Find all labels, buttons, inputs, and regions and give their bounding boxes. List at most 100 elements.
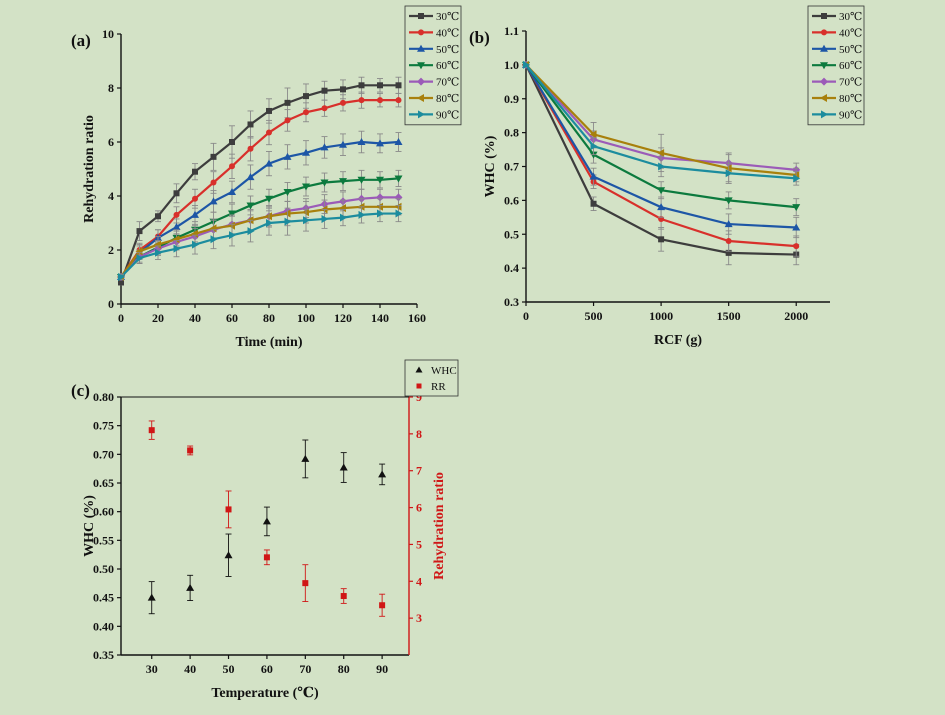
legend-item: 70℃	[409, 77, 459, 89]
chart-panel-1: 0 20 40 60 80 100 120 140 160 0 2 4 6 8 10 Time (min) Re…	[71, 5, 462, 350]
series-90℃	[523, 60, 801, 186]
data-point	[658, 162, 666, 171]
x-tick-label: 60	[226, 311, 238, 325]
y2-tick-label: 6	[416, 501, 422, 515]
legend-marker	[821, 13, 827, 19]
data-point	[192, 240, 199, 249]
data-point	[229, 231, 236, 240]
legend-label: 60℃	[436, 60, 459, 72]
x-tick-label: 60	[261, 662, 273, 676]
y-tick-label: 0.8	[504, 126, 519, 140]
y-tick-label: 0.3	[504, 295, 519, 309]
data-point	[358, 210, 366, 219]
y2-tick-label: 3	[416, 611, 422, 625]
data-point	[247, 121, 254, 128]
legend-label: 80℃	[839, 93, 862, 105]
data-point	[357, 176, 366, 184]
y-tick-label: 0.45	[93, 591, 114, 605]
legend-item: 60℃	[812, 60, 862, 72]
y-tick-label: 10	[102, 27, 114, 41]
data-point	[284, 217, 292, 226]
legend-marker	[820, 94, 827, 102]
data-point	[395, 209, 403, 218]
data-point	[155, 213, 161, 220]
data-point	[657, 187, 666, 195]
x-tick-label: 40	[184, 662, 196, 676]
legend-label: RR	[431, 381, 446, 393]
data-point	[186, 583, 195, 591]
y-tick-label: 6	[108, 135, 114, 149]
data-point	[283, 152, 292, 160]
chart-panel-2: 0 500 1000 1500 2000 0.3 0.4 0.5 0.6 0.7 0.8 0.9 1.0…	[469, 5, 865, 348]
data-point	[154, 240, 161, 249]
x-tick-label: 90	[376, 662, 388, 676]
data-point	[377, 82, 383, 89]
data-point	[321, 214, 329, 223]
x-tick-label: 80	[263, 311, 275, 325]
data-point	[136, 228, 143, 235]
data-point	[321, 87, 328, 94]
legend-marker	[820, 62, 828, 70]
y-tick-label: 0.6	[504, 193, 519, 207]
panel-label: (b)	[469, 28, 490, 47]
legend-marker	[416, 383, 422, 389]
y2-tick-label: 4	[416, 574, 422, 588]
y-axis-title: WHC (%)	[483, 135, 498, 197]
y2-axis-title: Rehydration ratio	[432, 472, 447, 580]
data-point	[376, 176, 384, 184]
data-point	[172, 223, 181, 231]
legend-item: 80℃	[409, 93, 459, 105]
x-tick-label: 140	[371, 311, 389, 325]
data-point	[187, 447, 194, 454]
legend-item: 80℃	[812, 93, 862, 105]
x-tick-label: 1500	[717, 309, 741, 323]
series-line	[120, 140, 399, 278]
legend-item: 50℃	[409, 44, 459, 56]
data-point	[228, 221, 235, 230]
data-point	[395, 97, 402, 104]
legend-marker	[820, 44, 828, 52]
data-point	[191, 210, 199, 218]
data-point	[590, 142, 598, 151]
y-tick-label: 0.40	[93, 619, 114, 633]
legend-label: 90℃	[436, 109, 459, 121]
data-point	[376, 139, 384, 147]
series-line	[120, 205, 399, 278]
data-point	[229, 163, 235, 170]
x-tick-label: 0	[118, 311, 124, 325]
data-point	[378, 470, 387, 478]
y-tick-label: 0.9	[504, 92, 519, 106]
data-point	[302, 183, 310, 191]
x-tick-label: 70	[299, 662, 311, 676]
data-point	[210, 153, 217, 160]
legend: 30℃ 40℃ 50℃ 60℃ 70℃ 80℃ 90℃	[404, 5, 462, 126]
data-point	[302, 208, 309, 217]
y-tick-label: 2	[108, 243, 114, 257]
y-tick-label: 0	[108, 297, 114, 311]
y-tick-label: 0.7	[504, 160, 519, 174]
x-tick-label: 80	[338, 662, 350, 676]
legend-item: 40℃	[812, 27, 862, 39]
x-tick-label: 0	[523, 309, 529, 323]
legend-item: 90℃	[812, 109, 862, 121]
y-tick-label: 0.75	[93, 419, 114, 433]
series-80℃	[522, 60, 800, 183]
series-40℃	[118, 91, 402, 281]
data-point	[265, 212, 272, 221]
data-point	[209, 197, 218, 205]
series-WHC	[147, 439, 387, 615]
legend-marker	[820, 77, 828, 86]
data-point	[792, 204, 801, 212]
legend-label: 80℃	[436, 93, 459, 105]
data-point	[284, 99, 291, 106]
data-point	[224, 551, 233, 559]
legend-marker	[417, 94, 424, 102]
data-point	[266, 219, 273, 227]
y-axis-title: Rehydration ratio	[82, 115, 97, 223]
series-30℃	[118, 76, 402, 286]
legend-label: 40℃	[436, 27, 459, 39]
data-point	[725, 249, 732, 256]
data-point	[173, 244, 181, 253]
data-point	[303, 93, 309, 100]
